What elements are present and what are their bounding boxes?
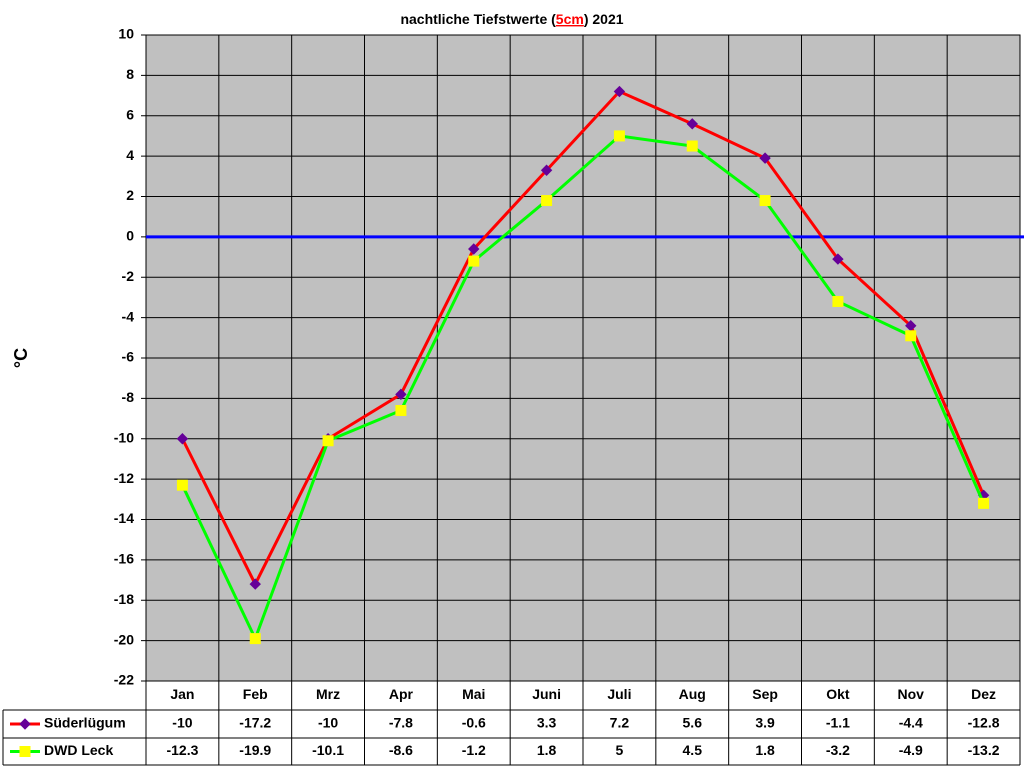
y-tick-label: -6 — [122, 349, 135, 365]
data-point — [832, 253, 844, 265]
y-tick-label: -12 — [114, 470, 134, 486]
x-tick-label: Juni — [532, 686, 561, 702]
data-point — [759, 152, 771, 164]
data-point — [905, 330, 917, 342]
data-point — [978, 497, 990, 509]
legend-label: Süderlügum — [44, 715, 126, 731]
table-value: 1.8 — [537, 742, 557, 758]
y-tick-label: -10 — [114, 429, 134, 445]
table-value: 5.6 — [683, 715, 703, 731]
legend-label: DWD Leck — [44, 742, 113, 758]
y-tick-label: 2 — [126, 187, 134, 203]
table-value: -13.2 — [968, 742, 1000, 758]
y-tick-label: 0 — [126, 228, 134, 244]
x-tick-label: Mrz — [316, 686, 340, 702]
table-value: 7.2 — [610, 715, 630, 731]
table-value: 1.8 — [755, 742, 775, 758]
y-tick-label: 6 — [126, 106, 134, 122]
x-tick-label: Feb — [243, 686, 268, 702]
data-point — [322, 435, 334, 447]
table-value: 3.3 — [537, 715, 557, 731]
x-tick-label: Dez — [971, 686, 996, 702]
data-point — [540, 164, 553, 176]
y-tick-label: -14 — [114, 510, 134, 526]
title-highlight: 5cm — [556, 11, 584, 27]
table-value: -3.2 — [826, 742, 850, 758]
table-value: -8.6 — [389, 742, 413, 758]
data-point — [395, 404, 407, 416]
y-tick-label: -16 — [114, 551, 134, 567]
y-tick-label: -22 — [114, 672, 134, 688]
x-tick-label: Juli — [607, 686, 631, 702]
table-value: -1.1 — [826, 715, 850, 731]
table-value: -12.8 — [968, 715, 1000, 731]
chart-title: nachtliche Tiefstwerte (5cm) 2021 — [400, 11, 623, 27]
y-tick-label: -2 — [122, 268, 135, 284]
legend-marker — [19, 718, 31, 730]
data-point — [613, 85, 626, 98]
table-value: 5 — [616, 742, 624, 758]
table-value: -4.4 — [899, 715, 923, 731]
data-point — [249, 578, 261, 590]
data-point — [468, 255, 480, 267]
data-point — [176, 479, 188, 491]
x-tick-label: Jan — [170, 686, 194, 702]
data-point — [468, 243, 480, 255]
data-point — [395, 388, 407, 401]
data-point — [759, 195, 771, 207]
x-tick-label: Mai — [462, 686, 485, 702]
y-tick-label: -18 — [114, 591, 134, 607]
series-line — [181, 134, 985, 643]
x-tick-label: Sep — [752, 686, 778, 702]
title-text: nachtliche Tiefstwerte ( — [400, 11, 556, 27]
x-tick-label: Nov — [898, 686, 925, 702]
data-point — [249, 633, 261, 645]
x-tick-label: Okt — [826, 686, 850, 702]
table-value: -1.2 — [462, 742, 486, 758]
data-point — [686, 118, 698, 130]
title-text: ) 2021 — [584, 11, 624, 27]
y-tick-label: -20 — [114, 631, 134, 647]
y-tick-label: 4 — [126, 147, 134, 163]
table-value: -19.9 — [239, 742, 271, 758]
data-point — [686, 140, 698, 152]
table-value: -10.1 — [312, 742, 344, 758]
series-line — [181, 89, 985, 588]
table-value: -7.8 — [389, 715, 413, 731]
table-value: -17.2 — [239, 715, 271, 731]
y-tick-label: 8 — [126, 66, 134, 82]
table-value: -10 — [318, 715, 338, 731]
table-value: -12.3 — [166, 742, 198, 758]
x-tick-label: Apr — [389, 686, 414, 702]
legend-marker — [19, 746, 31, 757]
table-value: -4.9 — [899, 742, 923, 758]
y-tick-label: -8 — [122, 389, 135, 405]
data-point — [176, 433, 189, 445]
table-value: 4.5 — [683, 742, 703, 758]
table-value: -0.6 — [462, 715, 486, 731]
y-axis-label: °C — [11, 348, 31, 368]
data-point — [613, 130, 625, 142]
y-tick-label: 10 — [118, 26, 134, 42]
data-point — [832, 295, 844, 307]
table-value: -10 — [172, 715, 192, 731]
y-tick-label: -4 — [122, 308, 135, 324]
data-point — [541, 195, 553, 207]
x-tick-label: Aug — [679, 686, 706, 702]
table-value: 3.9 — [755, 715, 775, 731]
